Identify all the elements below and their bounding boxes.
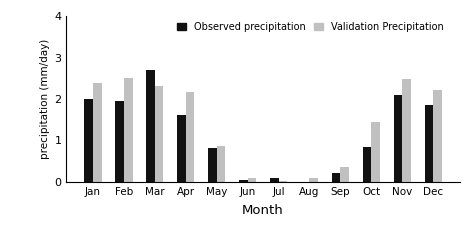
X-axis label: Month: Month (242, 204, 284, 216)
Bar (371, 122, 380, 182)
Bar (155, 86, 164, 182)
Bar (84, 99, 93, 182)
Bar (146, 70, 155, 182)
Bar (239, 180, 247, 182)
Bar (247, 178, 256, 182)
Bar (363, 147, 371, 182)
Bar (270, 178, 279, 182)
Legend: Observed precipitation, Validation Precipitation: Observed precipitation, Validation Preci… (173, 18, 448, 36)
Bar (279, 181, 287, 182)
Bar (433, 90, 442, 182)
Bar (208, 148, 217, 182)
Bar (393, 95, 402, 182)
Bar (124, 78, 133, 182)
Bar (310, 178, 318, 182)
Bar (332, 173, 340, 182)
Bar (402, 79, 411, 182)
Bar (115, 101, 124, 182)
Bar (93, 83, 101, 182)
Bar (217, 146, 225, 182)
Bar (186, 92, 194, 182)
Bar (425, 105, 433, 182)
Y-axis label: precipitation (mm/day): precipitation (mm/day) (40, 39, 50, 159)
Bar (177, 115, 186, 182)
Bar (340, 167, 349, 182)
